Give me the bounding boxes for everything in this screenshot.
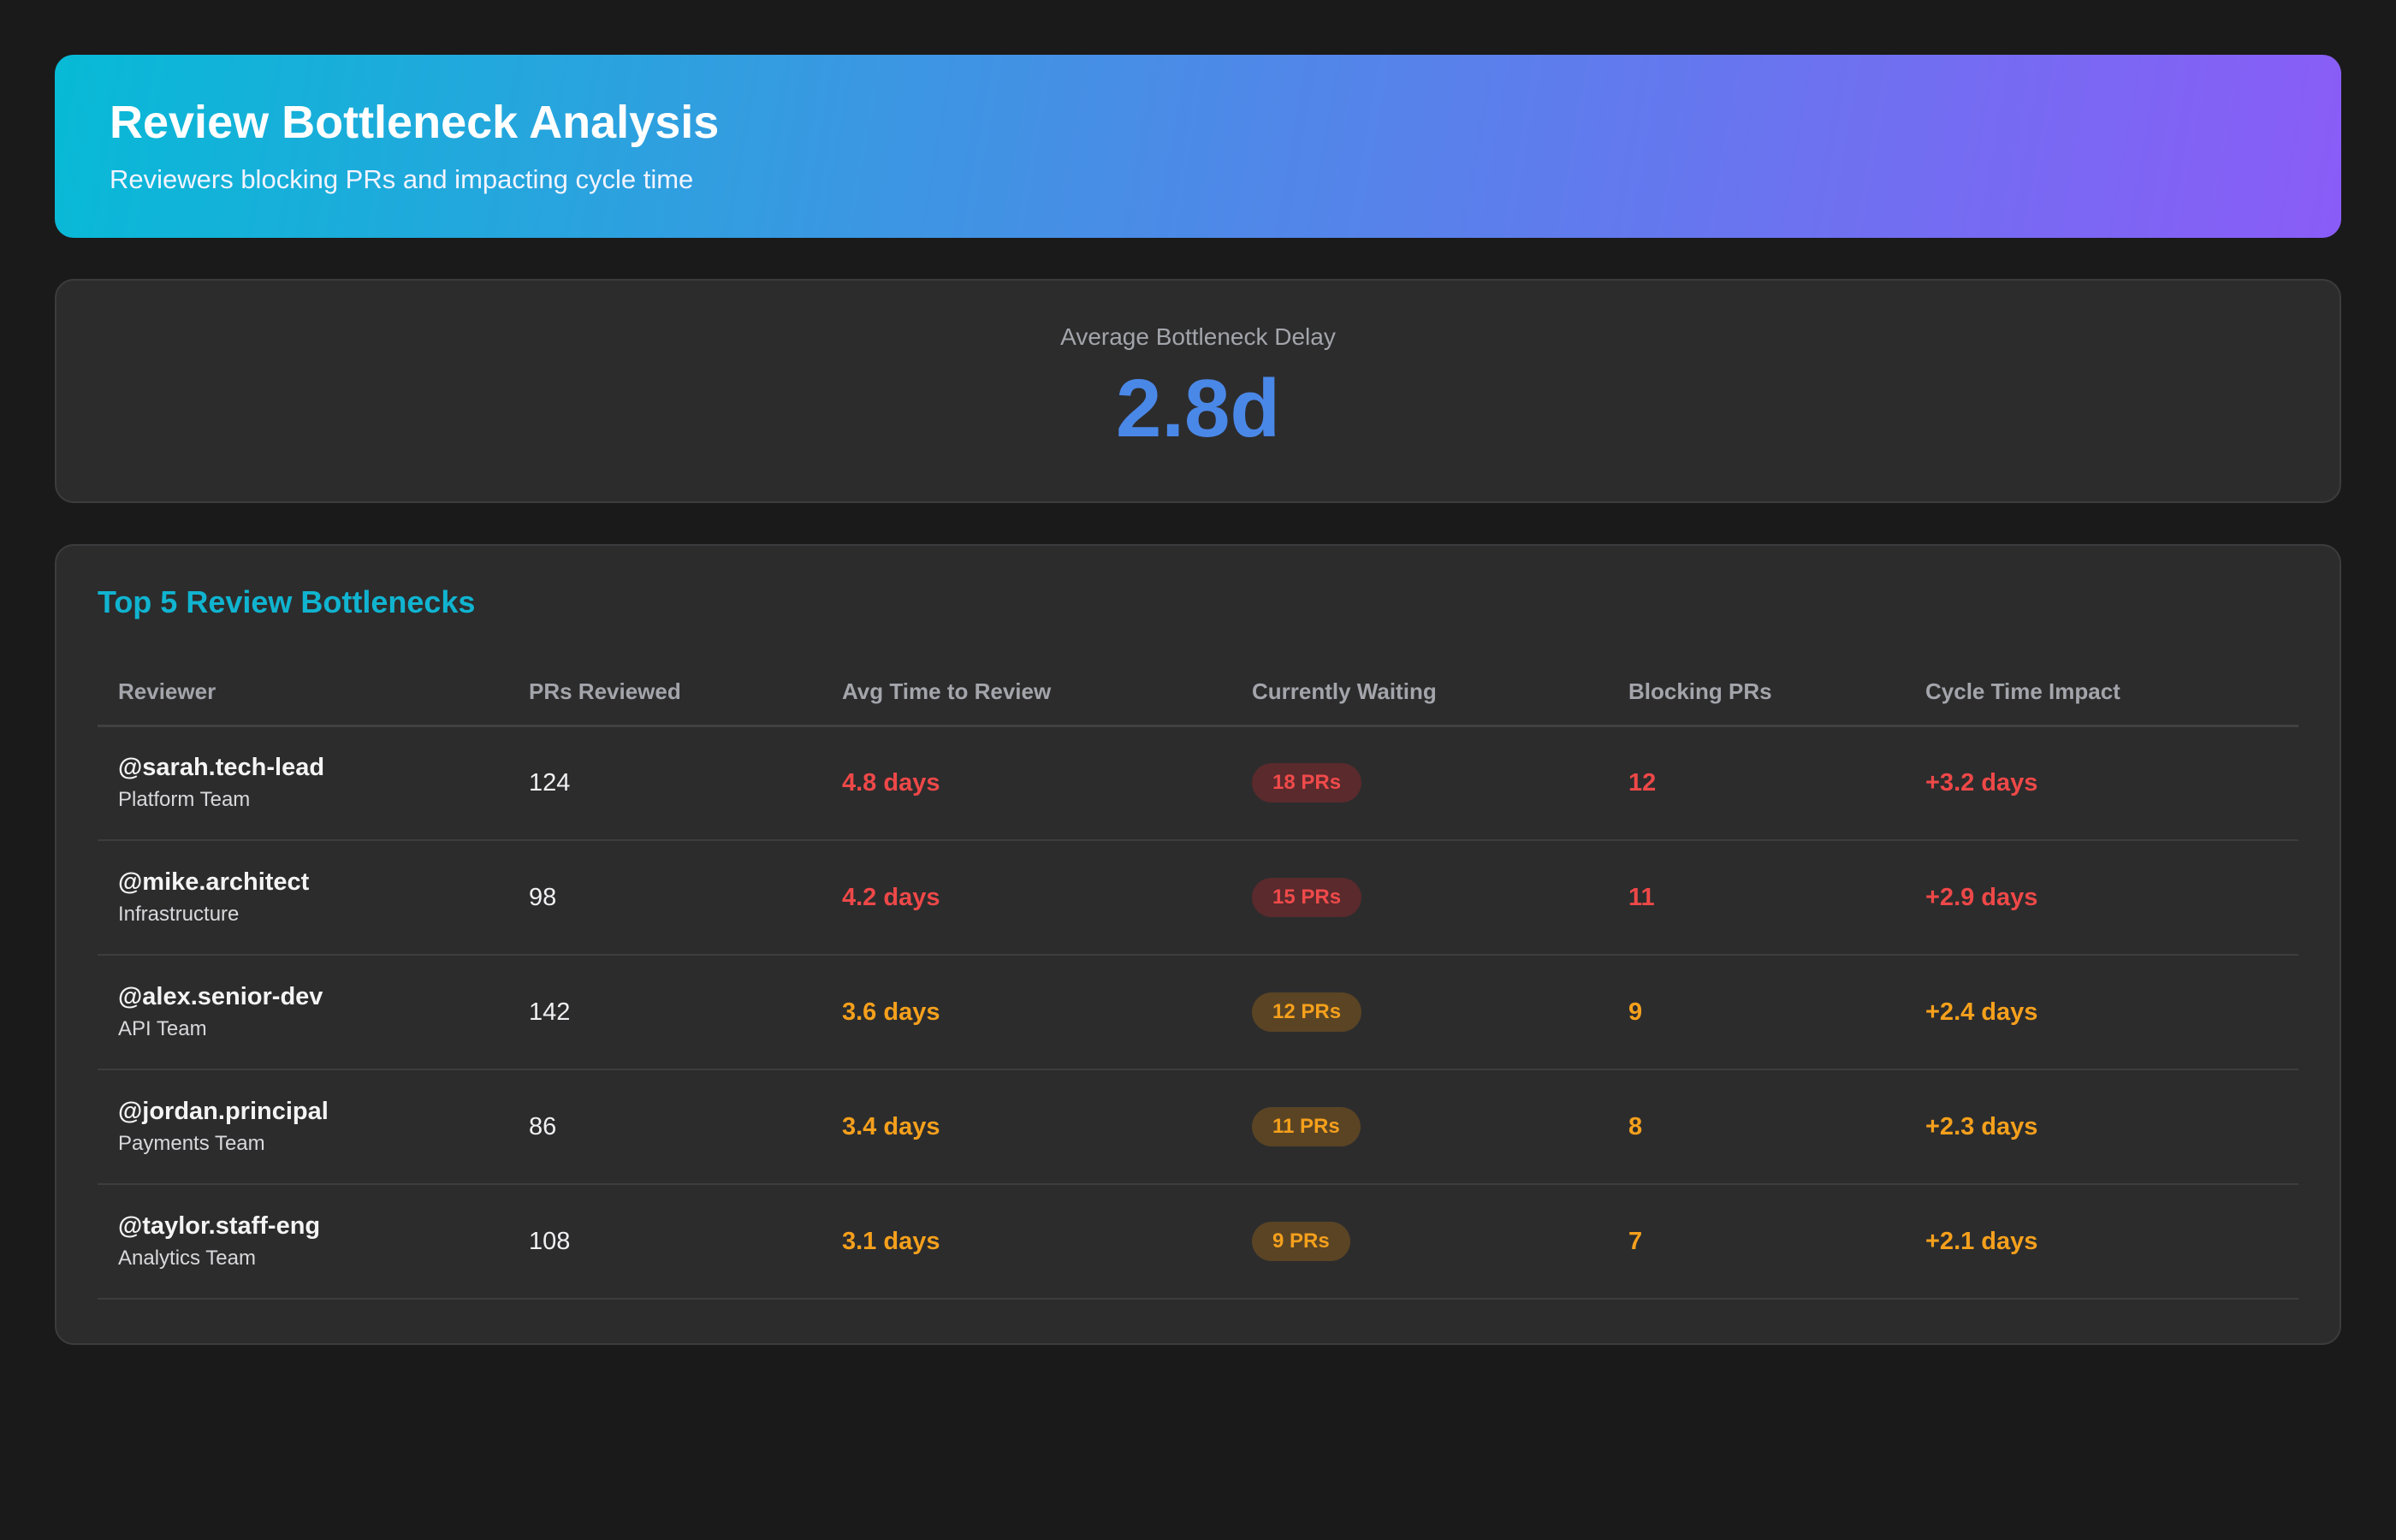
- column-header-reviewer[interactable]: Reviewer: [98, 659, 508, 727]
- waiting-badge: 18 PRs: [1252, 763, 1362, 803]
- prs-reviewed-cell: 86: [508, 1069, 821, 1185]
- bottlenecks-table: Reviewer PRs Reviewed Avg Time to Review…: [98, 659, 2298, 1300]
- header-banner: Review Bottleneck Analysis Reviewers blo…: [55, 55, 2341, 238]
- waiting-badge: 12 PRs: [1252, 992, 1362, 1033]
- reviewer-name: @jordan.principal: [118, 1097, 329, 1125]
- reviewer-team: Platform Team: [118, 788, 251, 811]
- column-header-prs-reviewed[interactable]: PRs Reviewed: [508, 659, 821, 727]
- reviewer-cell: @mike.architect Infrastructure: [98, 840, 508, 956]
- column-header-avg-time[interactable]: Avg Time to Review: [821, 659, 1231, 727]
- reviewer-cell: @alex.senior-dev API Team: [98, 955, 508, 1070]
- prs-reviewed-cell: 98: [508, 840, 821, 956]
- blocking-cell: 7: [1608, 1184, 1905, 1300]
- table-row[interactable]: @sarah.tech-lead Platform Team 124 4.8 d…: [98, 726, 2298, 841]
- metric-value: 2.8d: [1115, 363, 1281, 454]
- waiting-cell: 18 PRs: [1231, 726, 1608, 841]
- waiting-cell: 9 PRs: [1231, 1184, 1608, 1300]
- waiting-badge: 15 PRs: [1252, 877, 1362, 918]
- blocking-cell: 8: [1608, 1069, 1905, 1185]
- reviewer-name: @taylor.staff-eng: [118, 1211, 321, 1240]
- avg-time-cell: 4.8 days: [821, 726, 1231, 841]
- reviewer-name: @mike.architect: [118, 868, 310, 896]
- bottlenecks-card: Top 5 Review Bottlenecks Reviewer PRs Re…: [55, 544, 2341, 1345]
- column-header-cycle-impact[interactable]: Cycle Time Impact: [1905, 659, 2298, 727]
- reviewer-team: API Team: [118, 1016, 207, 1040]
- reviewer-name: @alex.senior-dev: [118, 982, 323, 1010]
- column-header-blocking-prs[interactable]: Blocking PRs: [1608, 659, 1905, 727]
- page-subtitle: Reviewers blocking PRs and impacting cyc…: [110, 164, 694, 194]
- reviewer-team: Analytics Team: [118, 1246, 256, 1270]
- reviewer-cell: @sarah.tech-lead Platform Team: [98, 726, 508, 841]
- table-header-row: Reviewer PRs Reviewed Avg Time to Review…: [98, 659, 2298, 727]
- avg-time-cell: 3.4 days: [821, 1069, 1231, 1185]
- reviewer-cell: @jordan.principal Payments Team: [98, 1069, 508, 1185]
- impact-cell: +2.3 days: [1905, 1069, 2298, 1185]
- reviewer-cell: @taylor.staff-eng Analytics Team: [98, 1184, 508, 1300]
- blocking-cell: 9: [1608, 955, 1905, 1070]
- table-row[interactable]: @jordan.principal Payments Team 86 3.4 d…: [98, 1069, 2298, 1185]
- blocking-cell: 11: [1608, 840, 1905, 956]
- metric-label: Average Bottleneck Delay: [1060, 323, 1336, 350]
- avg-time-cell: 4.2 days: [821, 840, 1231, 956]
- prs-reviewed-cell: 108: [508, 1184, 821, 1300]
- impact-cell: +2.9 days: [1905, 840, 2298, 956]
- impact-cell: +2.1 days: [1905, 1184, 2298, 1300]
- page-title: Review Bottleneck Analysis: [110, 97, 720, 148]
- table-title: Top 5 Review Bottlenecks: [98, 584, 476, 619]
- reviewer-team: Payments Team: [118, 1131, 265, 1155]
- table-row[interactable]: @taylor.staff-eng Analytics Team 108 3.1…: [98, 1184, 2298, 1300]
- table-row[interactable]: @mike.architect Infrastructure 98 4.2 da…: [98, 840, 2298, 956]
- avg-time-cell: 3.1 days: [821, 1184, 1231, 1300]
- reviewer-team: Infrastructure: [118, 902, 240, 926]
- impact-cell: +2.4 days: [1905, 955, 2298, 1070]
- waiting-cell: 12 PRs: [1231, 955, 1608, 1070]
- waiting-cell: 11 PRs: [1231, 1069, 1608, 1185]
- prs-reviewed-cell: 142: [508, 955, 821, 1070]
- prs-reviewed-cell: 124: [508, 726, 821, 841]
- table-row[interactable]: @alex.senior-dev API Team 142 3.6 days 1…: [98, 955, 2298, 1070]
- avg-time-cell: 3.6 days: [821, 955, 1231, 1070]
- waiting-cell: 15 PRs: [1231, 840, 1608, 956]
- waiting-badge: 11 PRs: [1252, 1106, 1361, 1147]
- reviewer-name: @sarah.tech-lead: [118, 754, 325, 782]
- waiting-badge: 9 PRs: [1252, 1221, 1350, 1262]
- blocking-cell: 12: [1608, 726, 1905, 841]
- column-header-currently-waiting[interactable]: Currently Waiting: [1231, 659, 1608, 727]
- average-delay-card: Average Bottleneck Delay 2.8d: [55, 279, 2341, 503]
- impact-cell: +3.2 days: [1905, 726, 2298, 841]
